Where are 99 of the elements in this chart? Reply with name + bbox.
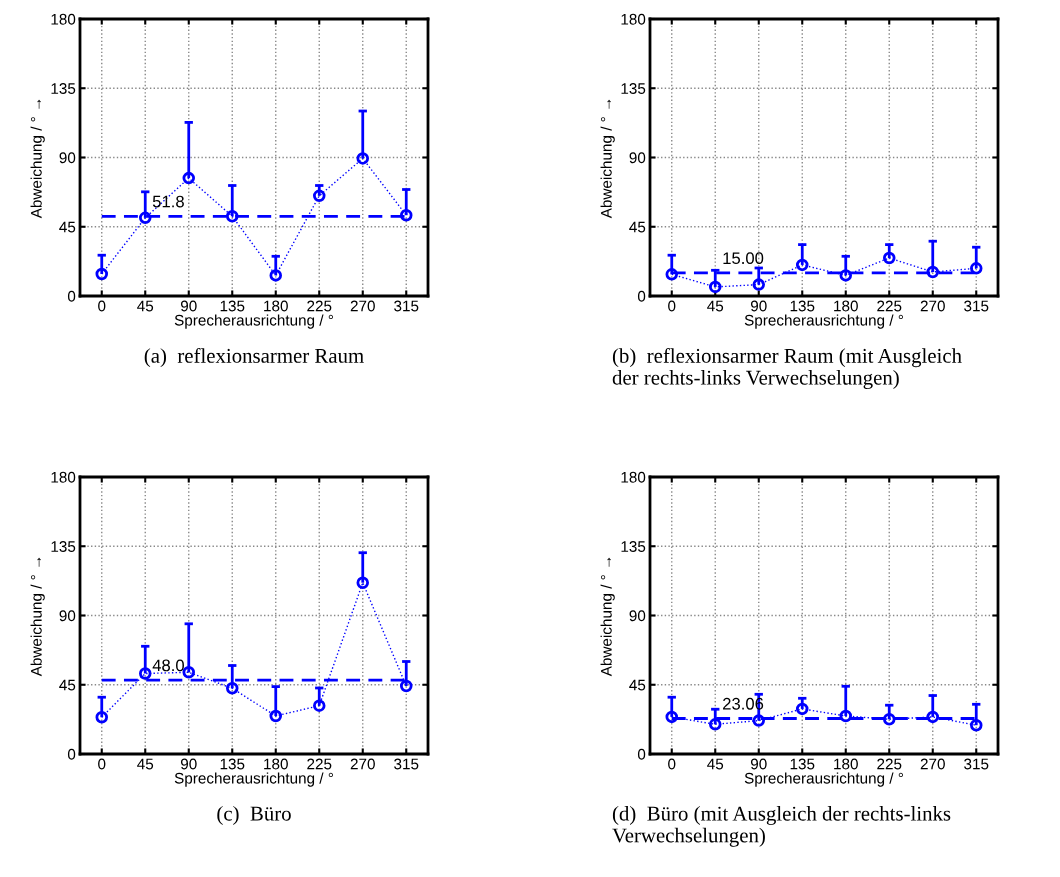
x-tick-label: 135 bbox=[790, 300, 815, 312]
point bbox=[709, 718, 722, 731]
x-tick-label: 135 bbox=[220, 758, 245, 770]
x-tick-label: 45 bbox=[137, 300, 154, 312]
x-tick-label: 135 bbox=[220, 300, 245, 312]
x-tick-label: 90 bbox=[180, 300, 197, 312]
ref-line-label: 15.00 bbox=[723, 252, 764, 265]
point bbox=[665, 710, 678, 724]
y-tick-label: 135 bbox=[51, 83, 76, 94]
x-tick-label: 315 bbox=[964, 758, 989, 770]
point bbox=[182, 171, 195, 185]
y-tick-label: 0 bbox=[67, 748, 76, 760]
point bbox=[752, 714, 765, 727]
text: (d) Büro (mit Ausgleich der rechts-links Verwechselungen) bbox=[612, 806, 951, 847]
y-tick-label: 90 bbox=[59, 152, 76, 164]
point bbox=[883, 712, 896, 726]
x-axis-title: Sprecherausrichtung / ° bbox=[744, 314, 903, 329]
y-tick-label: 135 bbox=[51, 541, 76, 552]
y-tick-label: 180 bbox=[621, 471, 646, 483]
x-tick-label: 135 bbox=[790, 758, 815, 770]
text: (b) reflexionsarmer Raum (mit Ausgleich der rechts-links Verwechselungen) bbox=[612, 348, 962, 390]
y-tick-label: 45 bbox=[59, 679, 76, 691]
point bbox=[665, 268, 678, 281]
y-tick-label: 45 bbox=[629, 221, 646, 233]
x-tick-label: 0 bbox=[98, 300, 106, 312]
x-tick-label: 45 bbox=[137, 758, 154, 770]
point bbox=[709, 280, 722, 294]
ref-line-label: 48.0 bbox=[152, 659, 184, 672]
x-tick-label: 0 bbox=[668, 758, 676, 770]
y-tick-label: 135 bbox=[621, 541, 646, 552]
point bbox=[313, 699, 326, 712]
x-tick-label: 270 bbox=[350, 758, 375, 770]
y-axis-title: Abweichung / ° → bbox=[600, 557, 615, 677]
point bbox=[139, 211, 152, 225]
x-tick-label: 180 bbox=[834, 300, 858, 312]
point bbox=[796, 702, 809, 716]
x-tick-label: 0 bbox=[98, 758, 106, 770]
point bbox=[752, 278, 765, 291]
x-tick-label: 225 bbox=[877, 300, 902, 312]
y-tick-label: 180 bbox=[621, 13, 646, 25]
y-tick-label: 90 bbox=[629, 152, 646, 164]
y-tick-label: 135 bbox=[621, 83, 646, 94]
point bbox=[95, 267, 108, 281]
x-tick-label: 315 bbox=[394, 300, 419, 312]
ref-line-label: 51.8 bbox=[152, 195, 184, 208]
x-tick-label: 90 bbox=[750, 758, 767, 770]
x-axis-title: Sprecherausrichtung / ° bbox=[174, 772, 333, 787]
text: (c) Büro bbox=[217, 806, 291, 825]
x-tick-label: 90 bbox=[750, 300, 767, 312]
x-tick-label: 225 bbox=[307, 758, 332, 770]
point bbox=[400, 208, 413, 222]
point bbox=[926, 265, 939, 279]
x-tick-label: 0 bbox=[668, 300, 676, 312]
x-tick-label: 90 bbox=[180, 758, 197, 770]
y-axis-title: Abweichung / ° → bbox=[600, 99, 615, 219]
point bbox=[269, 269, 282, 282]
point bbox=[269, 709, 282, 723]
point bbox=[182, 666, 195, 679]
point bbox=[226, 210, 239, 223]
y-axis-title: Abweichung / ° → bbox=[30, 557, 45, 677]
y-axis-title: Abweichung / ° → bbox=[30, 99, 45, 219]
point bbox=[313, 189, 326, 203]
x-axis-title: Sprecherausrichtung / ° bbox=[744, 772, 903, 787]
point bbox=[356, 576, 369, 589]
x-tick-label: 270 bbox=[920, 300, 945, 312]
y-tick-label: 180 bbox=[51, 13, 76, 25]
y-tick-label: 0 bbox=[67, 290, 76, 302]
point bbox=[839, 709, 852, 723]
y-tick-label: 90 bbox=[59, 610, 76, 622]
x-tick-label: 45 bbox=[707, 300, 724, 312]
y-tick-label: 45 bbox=[59, 221, 76, 233]
point bbox=[839, 269, 852, 282]
x-tick-label: 270 bbox=[350, 300, 375, 312]
x-axis-title: Sprecherausrichtung / ° bbox=[174, 314, 333, 329]
x-tick-label: 225 bbox=[877, 758, 902, 770]
y-tick-label: 45 bbox=[629, 679, 646, 691]
point bbox=[226, 682, 239, 695]
x-tick-label: 180 bbox=[264, 758, 288, 770]
point bbox=[926, 710, 939, 724]
point bbox=[95, 710, 108, 724]
x-tick-label: 225 bbox=[307, 300, 332, 312]
y-tick-label: 180 bbox=[51, 471, 76, 483]
x-tick-label: 270 bbox=[920, 758, 945, 770]
y-tick-label: 0 bbox=[637, 748, 646, 760]
point bbox=[356, 152, 369, 165]
x-tick-label: 315 bbox=[964, 300, 989, 312]
point bbox=[883, 251, 896, 265]
text: (a) reflexionsarmer Raum bbox=[144, 348, 364, 368]
x-tick-label: 180 bbox=[834, 758, 858, 770]
point bbox=[970, 262, 983, 275]
x-tick-label: 180 bbox=[264, 300, 288, 312]
point bbox=[139, 667, 152, 680]
point bbox=[796, 258, 809, 272]
y-tick-label: 0 bbox=[637, 290, 646, 302]
point bbox=[400, 679, 413, 693]
point bbox=[970, 718, 983, 732]
x-tick-label: 315 bbox=[394, 758, 419, 770]
x-tick-label: 45 bbox=[707, 758, 724, 770]
y-tick-label: 90 bbox=[629, 610, 646, 622]
